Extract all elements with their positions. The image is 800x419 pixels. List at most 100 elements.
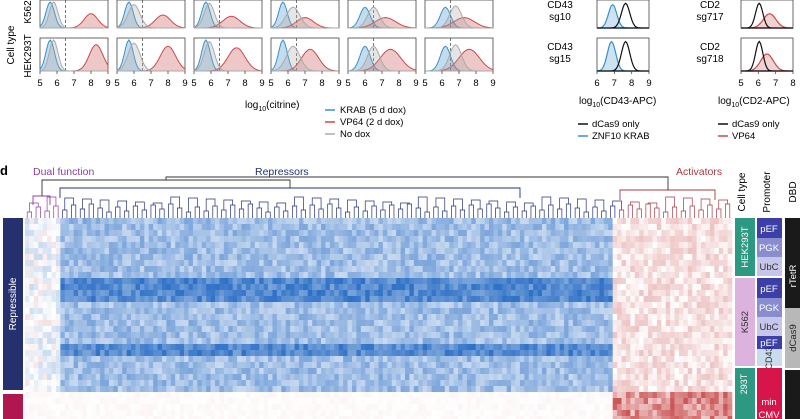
heatmap-cell (670, 314, 675, 321)
heatmap-cell (537, 374, 543, 381)
heatmap-cell (241, 230, 247, 237)
heatmap-cell (117, 236, 123, 243)
heatmap-cell (427, 356, 432, 363)
heatmap-cell (117, 362, 123, 369)
heatmap-cell (603, 314, 609, 321)
heatmap-cell (219, 236, 225, 243)
heatmap-cell (131, 386, 136, 393)
heatmap-cell (175, 332, 180, 339)
heatmap-cell (471, 374, 477, 381)
heatmap-cell (113, 326, 119, 333)
heatmap-cell (135, 338, 141, 345)
heatmap-cell (696, 332, 702, 339)
heatmap-cell (60, 260, 66, 267)
heatmap-cell (435, 260, 441, 267)
heatmap-cell (533, 314, 538, 321)
heatmap-cell (378, 230, 384, 237)
x-tick-label: 8 (396, 78, 401, 89)
heatmap-cell (197, 338, 203, 345)
heatmap-cell (263, 362, 269, 369)
heatmap-cell (250, 242, 256, 249)
heatmap-cell (312, 326, 317, 333)
heatmap-cell (294, 386, 300, 393)
heatmap-cell (276, 230, 282, 237)
heatmap-cell (572, 374, 578, 381)
heatmap-cell (157, 254, 163, 261)
heatmap-cell (338, 326, 344, 333)
heatmap-cell (338, 248, 344, 255)
heatmap-cell (670, 350, 675, 357)
heatmap-cell (60, 224, 66, 231)
heatmap-cell (108, 368, 114, 375)
heatmap-cell (91, 290, 96, 297)
heatmap-cell (643, 362, 649, 369)
heatmap-cell (590, 320, 596, 327)
heatmap-cell (444, 296, 450, 303)
heatmap-cell (351, 260, 357, 267)
heatmap-cell (69, 302, 74, 309)
heatmap-cell (599, 296, 605, 303)
heatmap-cell (144, 350, 150, 357)
heatmap-cell (51, 326, 57, 333)
heatmap-cell (462, 272, 468, 279)
histogram-cell (270, 0, 340, 29)
heatmap-cell (351, 254, 357, 261)
heatmap-cell (595, 242, 600, 249)
heatmap-cell (497, 332, 503, 339)
heatmap-cell (312, 362, 317, 369)
heatmap-cell (298, 356, 304, 363)
heatmap-cell (595, 344, 600, 351)
heatmap-cell (550, 356, 556, 363)
dendrogram-branch (539, 209, 545, 218)
heatmap-cell (184, 344, 189, 351)
heatmap-cell (192, 338, 198, 345)
heatmap-cell (316, 290, 322, 297)
heatmap-cell (179, 368, 185, 375)
heatmap-cell (382, 236, 388, 243)
heatmap-cell (648, 242, 653, 249)
heatmap-cell (237, 374, 242, 381)
heatmap-cell (466, 320, 472, 327)
heatmap-cell (316, 248, 322, 255)
heatmap-cell (387, 284, 393, 291)
heatmap-cell (47, 224, 52, 231)
heatmap-cell (73, 374, 79, 381)
heatmap-cell (73, 338, 79, 345)
heatmap-cell (528, 296, 534, 303)
heatmap-cell (215, 254, 220, 261)
heatmap-cell (382, 302, 388, 309)
heatmap-cell (678, 230, 684, 237)
heatmap-cell (131, 302, 136, 309)
dendrogram-branch (241, 200, 251, 209)
heatmap-cell (475, 248, 481, 255)
heatmap-cell (625, 332, 631, 339)
heatmap-cell (215, 374, 220, 381)
heatmap-cell (422, 338, 428, 345)
heatmap-cell (245, 350, 251, 357)
heatmap-cell (541, 314, 547, 321)
heatmap-cell (144, 266, 150, 273)
heatmap-cell (223, 362, 229, 369)
heatmap-cell (215, 284, 220, 291)
heatmap-cell (148, 332, 154, 339)
heatmap-cell (170, 386, 176, 393)
heatmap-cell (161, 266, 167, 273)
heatmap-cell (603, 380, 609, 387)
heatmap-cell (166, 272, 172, 279)
heatmap-cell (665, 272, 671, 279)
heatmap-cell (316, 338, 322, 345)
heatmap-cell (343, 230, 348, 237)
heatmap-cell (546, 254, 552, 261)
heatmap-cell (648, 254, 653, 261)
heatmap-cell (294, 332, 300, 339)
heatmap-cell (334, 242, 340, 249)
heatmap-cell (312, 302, 317, 309)
heatmap-cell (104, 302, 110, 309)
heatmap-cell (351, 380, 357, 387)
heatmap-cell (153, 272, 158, 279)
heatmap-cell (365, 272, 370, 279)
heatmap-cell (692, 338, 697, 345)
heatmap-cell (223, 314, 229, 321)
heatmap-cell (197, 326, 203, 333)
heatmap-cell (113, 386, 119, 393)
